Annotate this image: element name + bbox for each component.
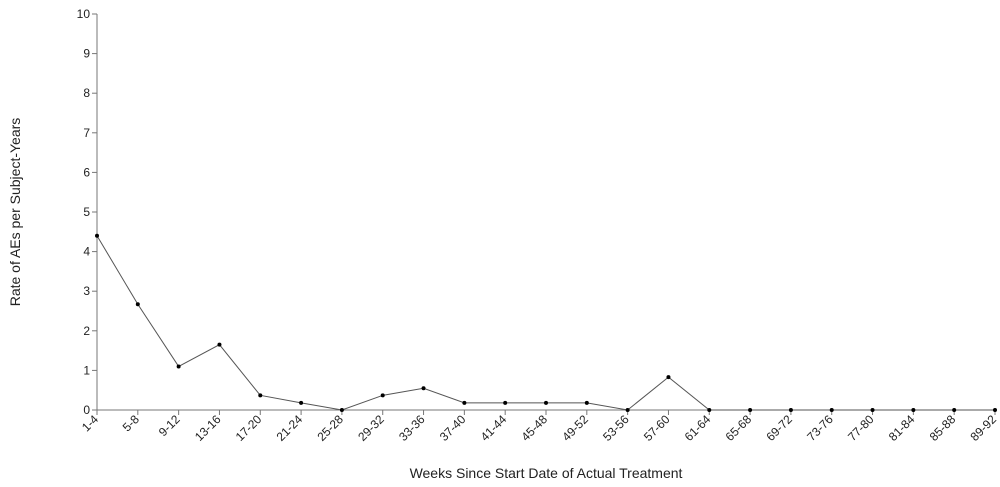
series-layer (95, 233, 997, 412)
data-point (788, 408, 793, 412)
axes (96, 14, 995, 411)
y-axis-ticks: 0 1 2 3 4 5 6 7 8 9 10 (77, 7, 97, 417)
data-point (380, 393, 385, 398)
x-tick-label: 89-92 (968, 412, 1000, 444)
data-point (95, 233, 99, 238)
data-point (666, 375, 671, 380)
y-tick-label: 4 (83, 245, 90, 259)
x-tick-label: 33-36 (396, 412, 428, 444)
x-tick-label: 77-80 (845, 412, 877, 444)
x-axis-title: Weeks Since Start Date of Actual Treatme… (410, 465, 683, 481)
x-tick-label: 61-64 (682, 412, 714, 444)
x-tick-label: 69-72 (763, 412, 795, 444)
data-point (135, 302, 140, 307)
data-point (421, 386, 426, 391)
x-tick-label: 53-56 (600, 412, 632, 444)
x-tick-label: 1-4 (79, 412, 101, 434)
x-axis-ticks: 1-4 5-8 9-12 13-16 17-20 21-24 25-28 29-32 33-36… (79, 410, 999, 444)
x-tick-label: 73-76 (804, 412, 836, 444)
y-tick-label: 1 (83, 363, 90, 377)
x-tick-label: 21-24 (274, 412, 306, 444)
x-tick-label: 25-28 (314, 412, 346, 444)
data-point (993, 408, 997, 412)
data-point (544, 400, 548, 405)
series-line (96, 235, 995, 411)
data-point (462, 400, 467, 405)
x-tick-label: 37-40 (437, 412, 469, 444)
x-tick-label: 57-60 (641, 412, 673, 444)
y-tick-label: 8 (83, 86, 90, 100)
data-point (584, 400, 589, 405)
data-point (176, 364, 181, 369)
y-tick-label: 5 (83, 205, 90, 219)
data-point (911, 408, 916, 412)
x-tick-label: 81-84 (886, 412, 918, 444)
x-tick-label: 45-48 (519, 412, 551, 444)
x-tick-label: 49-52 (559, 412, 591, 444)
x-tick-label: 13-16 (192, 412, 224, 444)
data-point (503, 400, 508, 405)
y-tick-label: 7 (83, 126, 90, 140)
y-tick-label: 10 (77, 7, 91, 21)
x-tick-label: 29-32 (355, 412, 387, 444)
y-tick-label: 2 (83, 324, 90, 338)
data-point (217, 342, 222, 347)
data-point (258, 393, 263, 398)
data-point (339, 408, 344, 412)
x-tick-label: 5-8 (120, 412, 142, 434)
x-tick-label: 85-88 (927, 412, 959, 444)
y-tick-label: 3 (83, 284, 90, 298)
x-tick-label: 65-68 (723, 412, 755, 444)
data-point (952, 408, 957, 412)
data-point (707, 408, 712, 412)
y-tick-label: 6 (83, 165, 90, 179)
data-point (299, 400, 304, 405)
data-point (625, 408, 630, 412)
x-tick-label: 41-44 (478, 412, 510, 444)
data-point (748, 408, 753, 412)
y-tick-label: 9 (83, 47, 90, 61)
y-axis-title: Rate of AEs per Subject-Years (7, 118, 23, 307)
data-point (870, 408, 875, 412)
data-point (829, 408, 834, 412)
x-tick-label: 17-20 (233, 412, 265, 444)
y-tick-label: 0 (83, 403, 90, 417)
x-tick-label: 9-12 (156, 412, 183, 439)
